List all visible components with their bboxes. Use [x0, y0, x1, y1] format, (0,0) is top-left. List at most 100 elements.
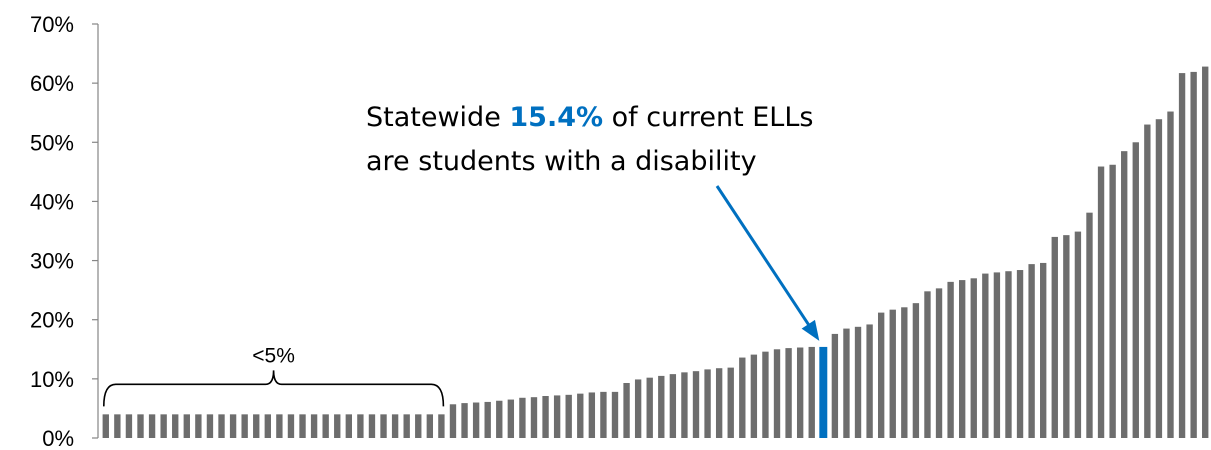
annotation-line-1-start: Statewide [366, 102, 509, 133]
bar [877, 312, 885, 438]
annotation-arrow-head [801, 319, 820, 341]
bar [831, 333, 839, 438]
bar [970, 278, 977, 438]
bar [866, 324, 873, 438]
bar [218, 414, 225, 438]
bar [600, 391, 607, 438]
bar [577, 393, 584, 438]
bar [264, 414, 271, 438]
y-tick-label: 0% [42, 426, 74, 450]
bar [762, 351, 769, 438]
bar [1132, 142, 1139, 439]
bar [1074, 231, 1082, 438]
bar [322, 414, 329, 438]
bar [924, 291, 931, 438]
bar [1178, 73, 1186, 439]
bar [391, 414, 399, 438]
bars [102, 66, 1209, 439]
annotation-arrow [715, 185, 812, 329]
y-tick-label: 60% [30, 71, 74, 96]
bar [854, 326, 862, 438]
bar [681, 372, 688, 438]
bar [704, 369, 711, 438]
bar [148, 414, 156, 438]
bar [1086, 212, 1093, 438]
bar [1190, 71, 1197, 439]
bar [229, 414, 237, 438]
bar [368, 414, 376, 438]
bar [993, 272, 1001, 438]
bar [461, 403, 468, 438]
bar [1109, 164, 1116, 438]
bar [1063, 235, 1070, 438]
bar [172, 414, 179, 438]
bar [1202, 66, 1209, 438]
bar [334, 414, 341, 438]
bar [438, 414, 445, 438]
bar [739, 357, 746, 438]
bar [796, 347, 804, 438]
bar [1005, 271, 1012, 438]
bar [530, 397, 538, 438]
bar [1121, 151, 1128, 438]
bar [310, 414, 318, 438]
bar [912, 303, 920, 438]
bar [1155, 119, 1163, 438]
bar [808, 346, 815, 438]
bar-statewide-highlight [819, 346, 828, 438]
bar [1016, 270, 1024, 438]
bar [785, 348, 792, 438]
bar [345, 414, 353, 438]
brace-shape [102, 370, 445, 407]
bar [1028, 264, 1035, 438]
bar [727, 367, 734, 438]
bar [1097, 166, 1105, 438]
bar [634, 379, 642, 438]
bar [206, 414, 214, 438]
low-value-brace: <5% [102, 344, 445, 407]
bar [519, 397, 526, 438]
bar [889, 309, 896, 438]
bar [276, 414, 283, 438]
annotation: Statewide 15.4% of current ELLs are stud… [366, 102, 820, 341]
bar [125, 414, 133, 438]
bar [669, 374, 677, 438]
y-tick-label: 50% [30, 130, 74, 155]
bar [1144, 124, 1151, 439]
annotation-highlight-value: 15.4% [509, 102, 603, 133]
annotation-line-1-end: of current ELLs [603, 102, 813, 133]
bar [958, 280, 966, 438]
bar [750, 354, 758, 438]
bar [160, 414, 167, 438]
bar [114, 414, 121, 438]
y-axis-ticks: 0% 10% 20% 30% 40% 50% 60% 70% [30, 12, 98, 450]
bar [299, 414, 306, 438]
bar [843, 328, 850, 438]
bar [982, 273, 989, 438]
bar [901, 307, 908, 438]
bar [426, 414, 434, 438]
brace-label: <5% [252, 344, 295, 367]
bar [484, 401, 491, 438]
bar [195, 414, 202, 438]
bar [357, 414, 364, 438]
y-tick-label: 10% [30, 367, 74, 392]
bar [611, 391, 619, 438]
bar [553, 395, 561, 438]
bar [692, 371, 700, 438]
bar [947, 281, 954, 438]
y-tick-label: 40% [30, 189, 74, 214]
bar [773, 349, 781, 438]
y-tick-label: 30% [30, 249, 74, 274]
bar [646, 377, 653, 438]
bar [137, 414, 144, 438]
bar [496, 400, 503, 438]
bar [1051, 236, 1058, 438]
bar [507, 399, 515, 438]
y-tick-label: 20% [30, 308, 74, 333]
bar [623, 382, 630, 438]
bar [102, 414, 109, 438]
bar [472, 402, 480, 438]
bar [588, 392, 596, 438]
